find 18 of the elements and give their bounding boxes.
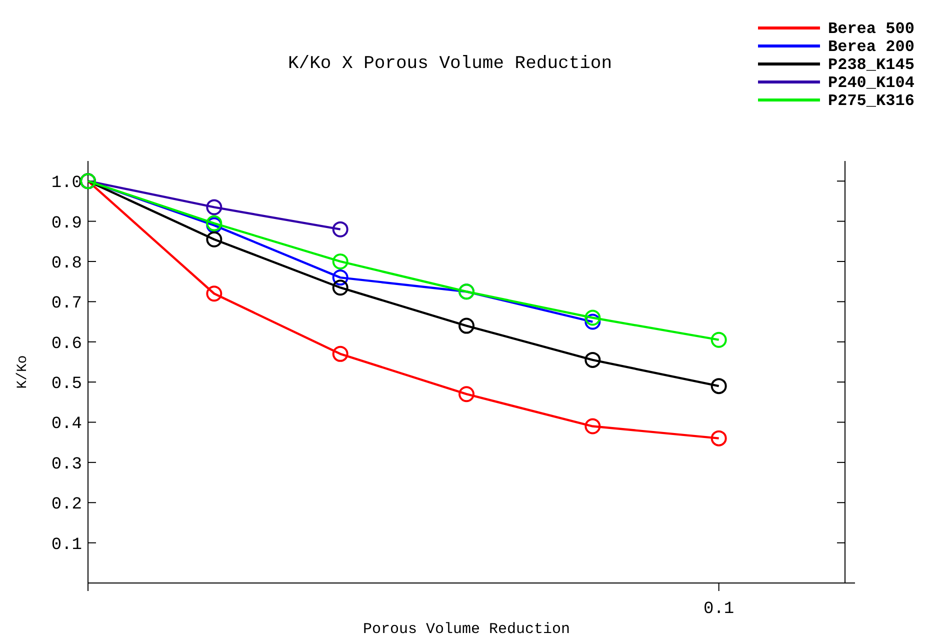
legend-label: P240_K104 (828, 74, 915, 92)
y-tick-label: 1.0 (51, 174, 82, 194)
y-tick-label: 0.9 (51, 214, 82, 234)
legend-label: Berea 500 (828, 20, 914, 38)
y-tick-label: 0.3 (51, 455, 82, 474)
y-tick-label: 0.8 (51, 254, 82, 274)
legend-label: Berea 200 (828, 38, 914, 56)
x-axis-title: Porous Volume Reduction (362, 621, 570, 638)
y-tick-label: 0.1 (51, 536, 82, 555)
chart-title: K/Ko X Porous Volume Reduction (288, 54, 612, 74)
y-axis-title: K/Ko (15, 355, 31, 389)
y-tick-label: 0.4 (51, 415, 82, 434)
y-tick-label: 0.6 (51, 334, 82, 354)
y-tick-label: 0.2 (51, 496, 82, 515)
y-tick-label: 0.5 (51, 375, 82, 394)
legend-label: P275_K316 (828, 92, 914, 110)
y-tick-label: 0.7 (51, 294, 82, 314)
legend-label: P238_K145 (828, 56, 914, 74)
